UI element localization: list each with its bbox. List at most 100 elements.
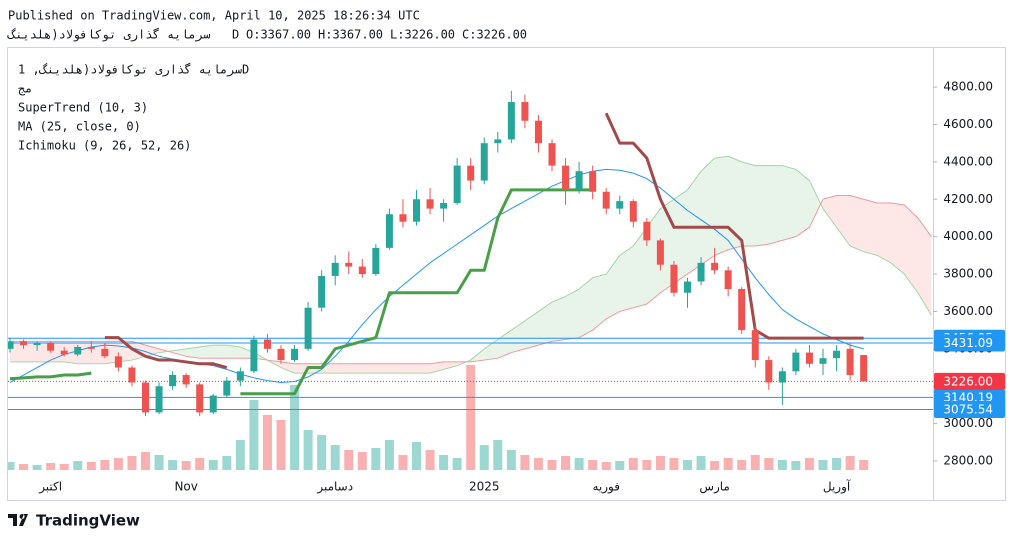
axes: 2800.003000.003200.003400.003600.003800.… xyxy=(38,80,1005,495)
volume-bar xyxy=(642,460,652,470)
brand: TradingView xyxy=(36,512,140,530)
price-badge xyxy=(934,334,1005,352)
candle-body xyxy=(345,262,353,267)
interval: D xyxy=(232,28,239,42)
cloud-fill xyxy=(565,289,580,340)
price-badge-label: 3226.00 xyxy=(943,374,993,388)
volume-bar xyxy=(452,458,462,470)
volume-bar xyxy=(574,458,584,470)
cloud-fill xyxy=(145,345,160,357)
volume-bar xyxy=(154,455,164,470)
volume-bar xyxy=(588,460,598,470)
candle-body xyxy=(413,199,420,222)
candle-body xyxy=(142,382,149,413)
cloud-fill xyxy=(389,363,403,374)
volume-bar xyxy=(628,458,638,470)
candle-body xyxy=(60,350,68,355)
volume-bar xyxy=(439,455,449,470)
symbol-line: سرمایه گذاری توکافولاد(هلدینگ D O:3367.0… xyxy=(7,28,527,43)
cloud-fill xyxy=(741,161,756,247)
volume-bar xyxy=(235,440,245,470)
legend: سرمایه گذاری توکافولاد(هلدینگ, 1D مج Sup… xyxy=(18,63,249,153)
volume-bar xyxy=(764,458,774,470)
volume-bar xyxy=(398,455,408,470)
volume-bar xyxy=(669,458,679,470)
candle-body xyxy=(656,240,664,265)
volume-bar xyxy=(425,450,435,470)
cloud-fill xyxy=(23,341,38,362)
cloud-fill xyxy=(511,320,525,353)
legend-symbol: سرمایه گذاری توکافولاد(هلدینگ, 1D xyxy=(18,63,249,78)
candle-body xyxy=(589,171,597,192)
volume-bar xyxy=(317,435,327,470)
candle-body xyxy=(263,339,271,349)
volume-bar xyxy=(19,464,29,470)
candle-body xyxy=(453,165,461,204)
volume-bar xyxy=(777,460,787,470)
candle-body xyxy=(833,350,841,359)
volume-bar xyxy=(520,455,530,470)
candle-body xyxy=(670,264,678,293)
volume-bar xyxy=(683,460,692,470)
cloud-fill xyxy=(335,363,349,374)
candle-body xyxy=(209,395,217,413)
ohlc-close: C:3226.00 xyxy=(462,28,527,42)
x-tick-label: مارس xyxy=(699,480,730,495)
volume-bar xyxy=(412,442,421,470)
cloud-fill xyxy=(281,361,295,374)
legend-indicator: MA (25, close, 0) xyxy=(18,120,141,134)
y-tick-label: 3000.00 xyxy=(943,416,993,430)
cloud-fill xyxy=(348,363,363,374)
volume-bar xyxy=(344,450,354,470)
candle-body xyxy=(507,102,515,140)
ohlc-high: H:3367.00 xyxy=(318,28,383,42)
y-tick-label: 4000.00 xyxy=(943,229,993,243)
volume-bar xyxy=(737,460,747,470)
cloud-fill xyxy=(890,203,905,275)
y-tick-label: 2800.00 xyxy=(943,454,993,468)
candle-body xyxy=(385,214,393,248)
candle-body xyxy=(534,120,542,144)
volume-bar xyxy=(303,430,313,470)
volume-bar xyxy=(357,452,367,470)
span-a-line xyxy=(10,155,932,374)
candle-body xyxy=(616,201,624,209)
candle-body xyxy=(20,341,28,346)
cloud-fill xyxy=(768,165,783,245)
volume-bar xyxy=(46,463,56,470)
cloud-fill xyxy=(606,255,620,319)
candle-body xyxy=(724,270,732,290)
candle-body xyxy=(494,139,502,144)
ohlc-open: O:3367.00 xyxy=(246,28,311,42)
candle-body xyxy=(792,352,800,372)
candle-body xyxy=(182,375,190,385)
cloud-fill xyxy=(484,339,498,361)
x-tick-label: دسامبر xyxy=(316,480,353,495)
price-badge-label: 3140.19 xyxy=(943,390,993,404)
volume-bar xyxy=(371,448,381,470)
cloud-fill xyxy=(863,199,878,256)
candle-body xyxy=(304,307,312,349)
cloud-fill xyxy=(213,345,227,359)
candle-body xyxy=(860,355,868,382)
volume-bar xyxy=(561,456,571,470)
volume-bar xyxy=(113,458,123,470)
volume-bar xyxy=(208,460,218,470)
x-tick-label: فوریه xyxy=(592,480,620,495)
candle-body xyxy=(480,143,488,181)
cloud-fill xyxy=(782,165,796,241)
volume-bar xyxy=(86,462,96,470)
supertrend-up xyxy=(9,188,593,396)
candle-body xyxy=(8,341,14,349)
candle-body xyxy=(643,221,651,241)
candle-body xyxy=(196,384,204,413)
volume-bar xyxy=(290,385,300,470)
volume-bar xyxy=(859,460,869,470)
volume-bar xyxy=(750,455,760,470)
cloud-fill xyxy=(416,363,431,374)
cloud-fill xyxy=(795,169,810,237)
price-badge xyxy=(934,372,1005,390)
price-badge-label: 3075.54 xyxy=(943,403,993,417)
cloud-fill xyxy=(375,363,390,374)
